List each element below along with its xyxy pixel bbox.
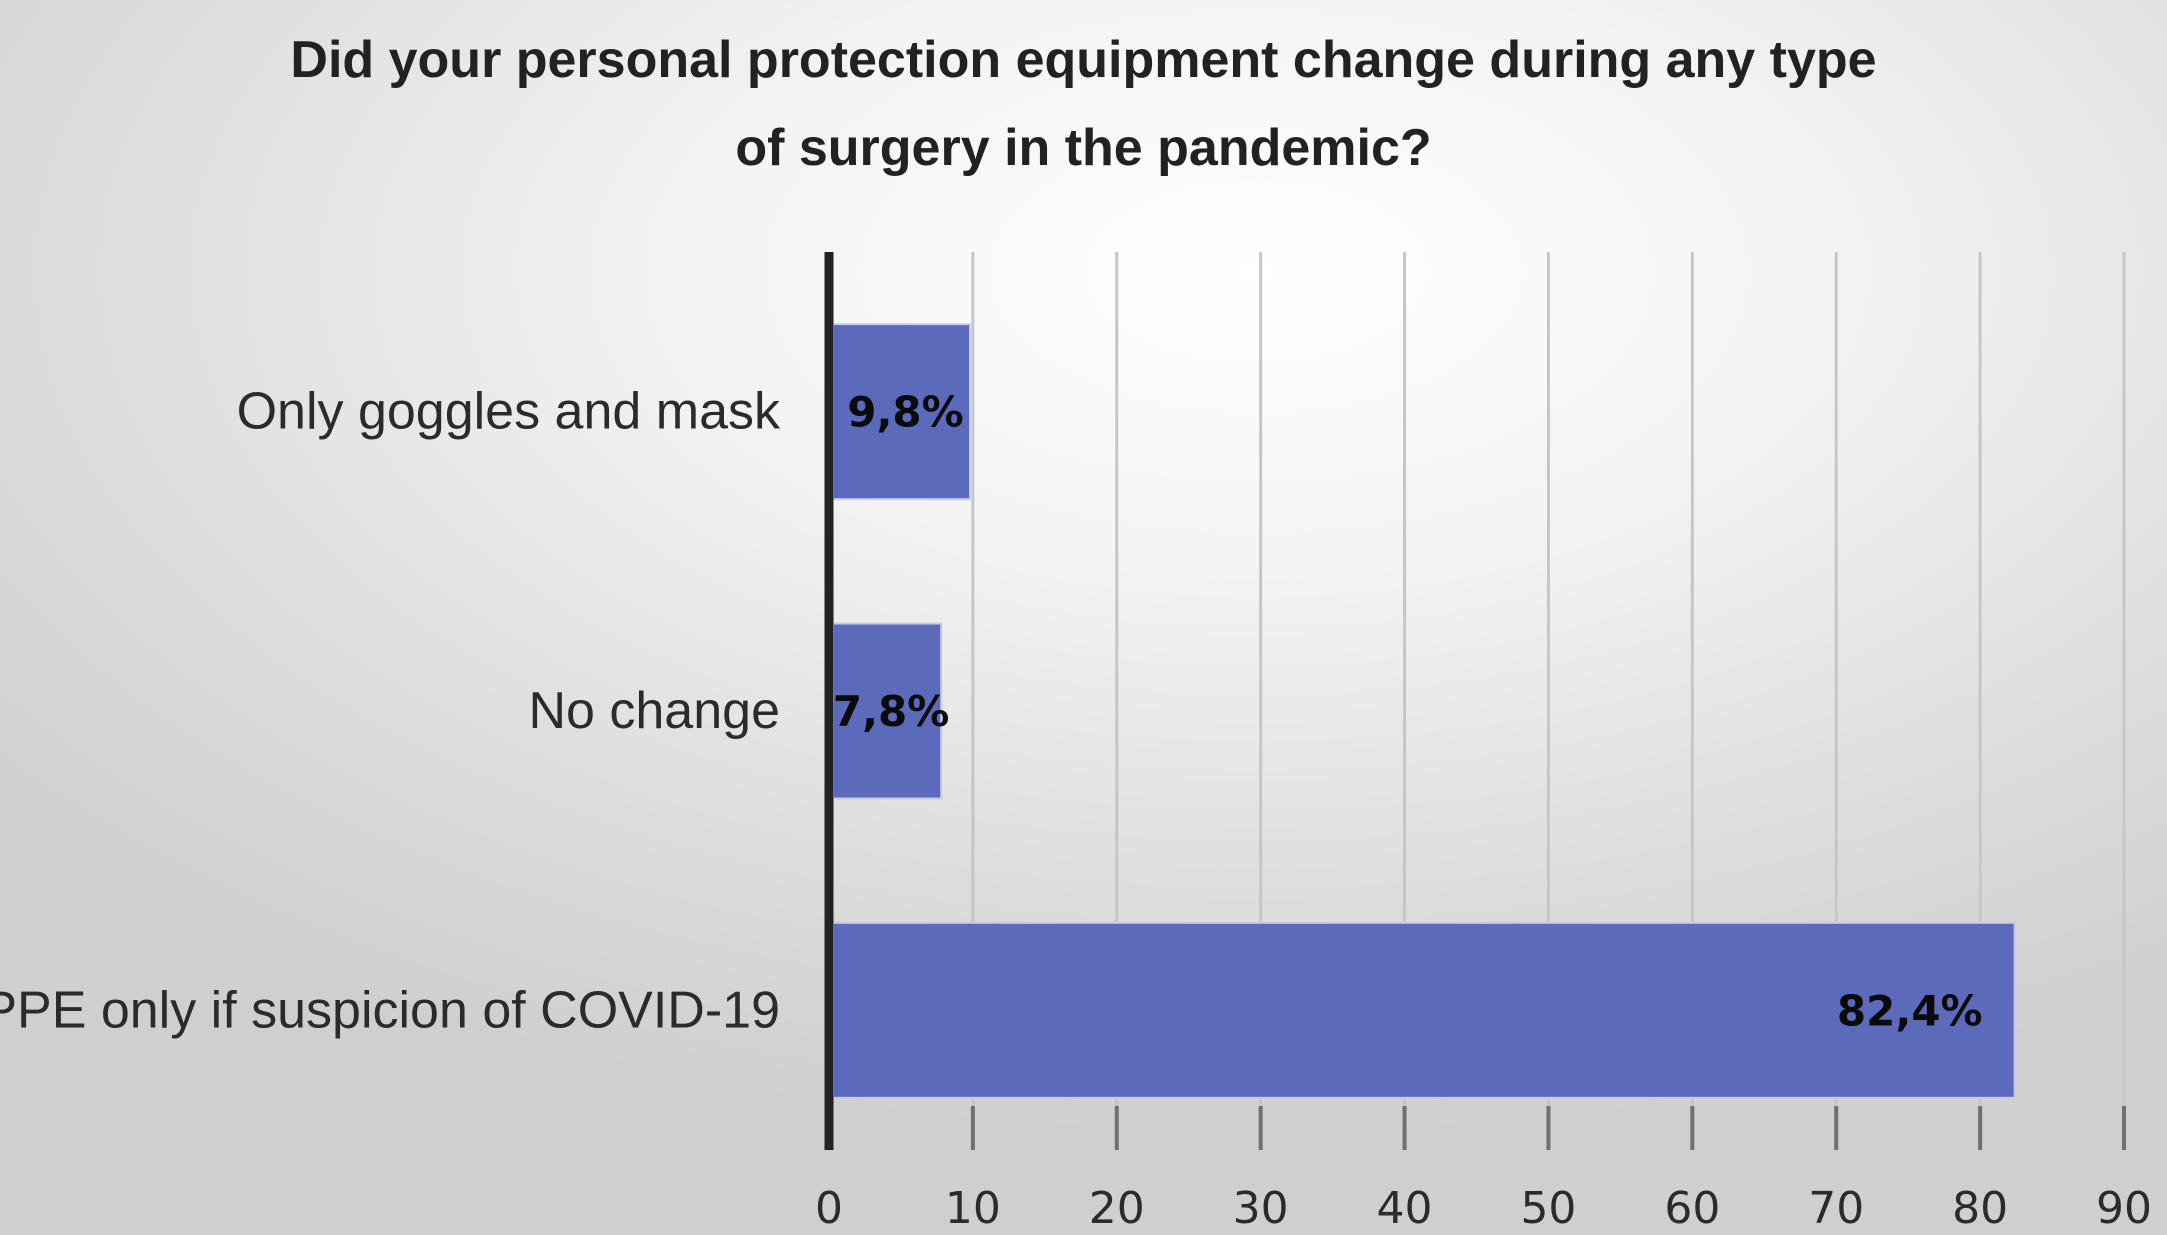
data-label-1: 7,8% xyxy=(833,687,949,736)
x-tick-label-60: 60 xyxy=(1664,1183,1720,1234)
bar-1 xyxy=(832,622,943,800)
chart-title-line-1: Did your personal protection equipment c… xyxy=(290,31,1877,89)
x-tick-label-90: 90 xyxy=(2096,1183,2152,1234)
data-label-0: 9,8% xyxy=(847,388,963,437)
category-label-0: Only goggles and mask xyxy=(237,383,781,441)
bar-2 xyxy=(832,921,2016,1099)
data-label-2: 82,4% xyxy=(1837,986,1983,1035)
x-tick-label-50: 50 xyxy=(1520,1183,1576,1234)
x-tick-label-0: 0 xyxy=(815,1183,843,1234)
x-tick-label-40: 40 xyxy=(1377,1183,1433,1234)
x-tick-label-80: 80 xyxy=(1952,1183,2008,1234)
x-tick-label-70: 70 xyxy=(1808,1183,1864,1234)
category-label-1: No change xyxy=(528,682,780,740)
x-tick-label-10: 10 xyxy=(945,1183,1001,1234)
bar-0 xyxy=(832,323,972,501)
x-tick-label-30: 30 xyxy=(1233,1183,1289,1234)
chart-title-line-2: of surgery in the pandemic? xyxy=(735,119,1432,177)
category-label-2: PPE only if suspicion of COVID-19 xyxy=(0,981,780,1039)
x-tick-label-20: 20 xyxy=(1089,1183,1145,1234)
